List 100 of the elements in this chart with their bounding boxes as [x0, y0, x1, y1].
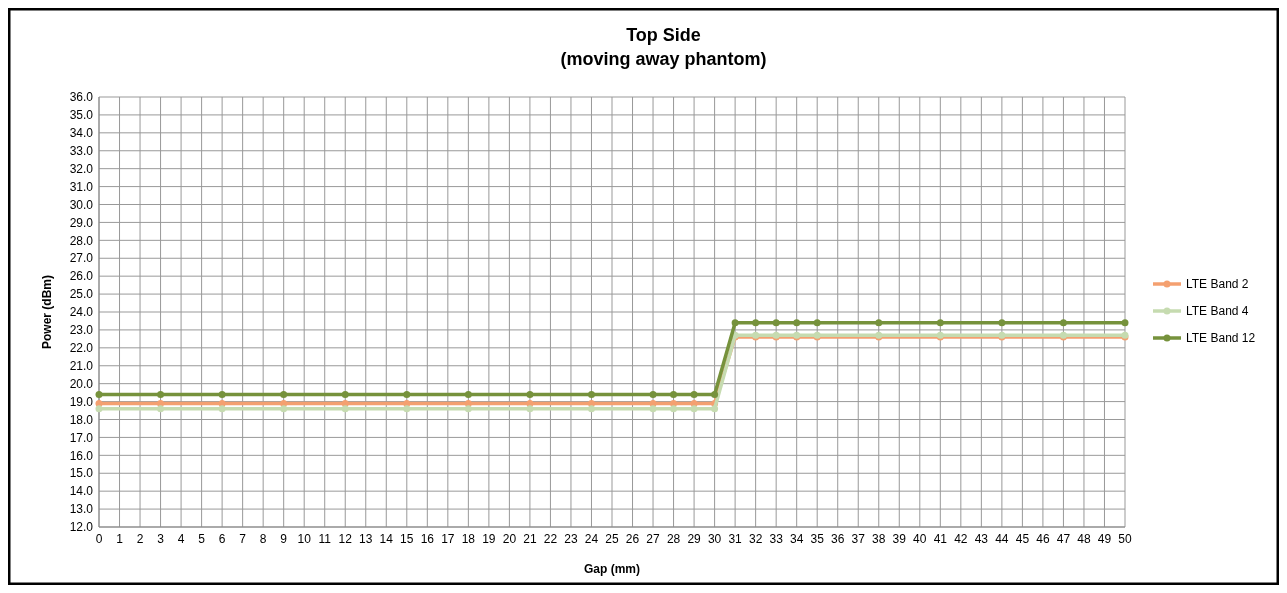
x-tick-label: 15: [400, 532, 414, 546]
x-tick-label: 3: [157, 532, 165, 546]
legend-label: LTE Band 2: [1186, 277, 1249, 292]
x-tick-label: 21: [523, 532, 537, 546]
x-tick-label: 36: [831, 532, 845, 546]
point: [464, 390, 472, 398]
y-tick-label: 27.0: [69, 251, 94, 266]
point: [526, 405, 534, 413]
x-tick-label: 41: [933, 532, 948, 546]
point: [813, 319, 821, 327]
point: [341, 405, 349, 413]
y-tick-label: 18.0: [69, 412, 94, 427]
x-tick-label: 33: [769, 532, 784, 546]
x-tick-label: 1: [116, 532, 124, 546]
x-tick-label: 34: [790, 532, 804, 546]
x-tick-label: 10: [297, 532, 312, 546]
legend-label: LTE Band 12: [1186, 331, 1256, 346]
y-tick-label: 32.0: [69, 161, 94, 176]
y-tick-label: 22.0: [69, 341, 94, 356]
x-tick-label: 24: [584, 532, 599, 546]
x-tick-label: 19: [482, 532, 496, 546]
x-tick-label: 12: [338, 532, 353, 546]
x-tick-label: 23: [564, 532, 578, 546]
x-tick-label: 31: [728, 532, 743, 546]
x-tick-label: 38: [872, 532, 886, 546]
y-tick-label: 33.0: [69, 143, 94, 158]
x-tick-label: 44: [995, 532, 1009, 546]
point: [280, 405, 288, 413]
y-tick-label: 16.0: [69, 448, 94, 463]
x-tick-label: 29: [687, 532, 702, 546]
point: [1121, 319, 1129, 327]
x-tick-label: 5: [198, 532, 206, 546]
point: [731, 319, 739, 327]
x-tick-label: 42: [954, 532, 968, 546]
point: [464, 405, 472, 413]
chart-subtitle: (moving away phantom): [560, 49, 767, 69]
x-tick-label: 13: [359, 532, 373, 546]
point: [95, 405, 103, 413]
y-tick-label: 34.0: [69, 126, 94, 141]
x-tick-label: 0: [95, 532, 103, 546]
y-tick-label: 24.0: [69, 305, 94, 320]
point: [752, 319, 760, 327]
x-tick-label: 48: [1077, 532, 1091, 546]
point: [998, 319, 1006, 327]
x-tick-label: 35: [810, 532, 825, 546]
x-tick-label: 45: [1015, 532, 1030, 546]
point: [95, 390, 103, 398]
x-tick-label: 26: [625, 532, 640, 546]
point: [875, 319, 883, 327]
x-tick-label: 49: [1097, 532, 1112, 546]
x-tick-label: 11: [318, 532, 332, 546]
y-tick-label: 25.0: [69, 287, 94, 302]
point: [218, 405, 226, 413]
x-tick-label: 47: [1056, 532, 1071, 546]
x-tick-label: 18: [461, 532, 476, 546]
x-tick-label: 2: [136, 532, 144, 546]
x-tick-label: 30: [707, 532, 722, 546]
point: [793, 319, 801, 327]
x-tick-label: 6: [218, 532, 226, 546]
point: [341, 390, 349, 398]
point: [157, 390, 165, 398]
y-tick-label: 28.0: [69, 233, 94, 248]
point: [711, 405, 719, 413]
y-tick-label: 19.0: [69, 394, 94, 409]
y-tick-label: 36.0: [69, 90, 94, 105]
x-tick-label: 50: [1118, 532, 1132, 546]
y-tick-label: 13.0: [69, 502, 94, 517]
x-tick-label: 17: [441, 532, 455, 546]
point: [403, 405, 411, 413]
point: [1059, 319, 1067, 327]
x-tick-label: 14: [379, 532, 394, 546]
point: [670, 390, 678, 398]
point: [711, 390, 719, 398]
x-tick-label: 22: [543, 532, 558, 546]
y-tick-label: 15.0: [69, 466, 94, 481]
x-tick-label: 46: [1036, 532, 1050, 546]
point: [280, 390, 288, 398]
point: [587, 405, 595, 413]
y-tick-label: 21.0: [69, 358, 94, 373]
y-tick-label: 17.0: [69, 430, 94, 445]
y-tick-label: 35.0: [69, 108, 94, 123]
x-tick-label: 37: [851, 532, 866, 546]
y-tick-label: 20.0: [69, 376, 94, 391]
point: [670, 405, 678, 413]
point: [587, 390, 595, 398]
point: [936, 319, 944, 327]
point: [649, 390, 657, 398]
x-tick-label: 25: [605, 532, 619, 546]
point: [526, 390, 534, 398]
point: [157, 405, 165, 413]
point: [690, 405, 698, 413]
x-tick-label: 43: [974, 532, 989, 546]
x-tick-label: 39: [892, 532, 907, 546]
x-tick-label: 9: [280, 532, 288, 546]
point: [649, 405, 657, 413]
point: [772, 319, 780, 327]
y-tick-label: 29.0: [69, 215, 94, 230]
y-tick-label: 12.0: [69, 520, 94, 535]
y-tick-label: 14.0: [69, 484, 94, 499]
x-tick-label: 28: [666, 532, 681, 546]
